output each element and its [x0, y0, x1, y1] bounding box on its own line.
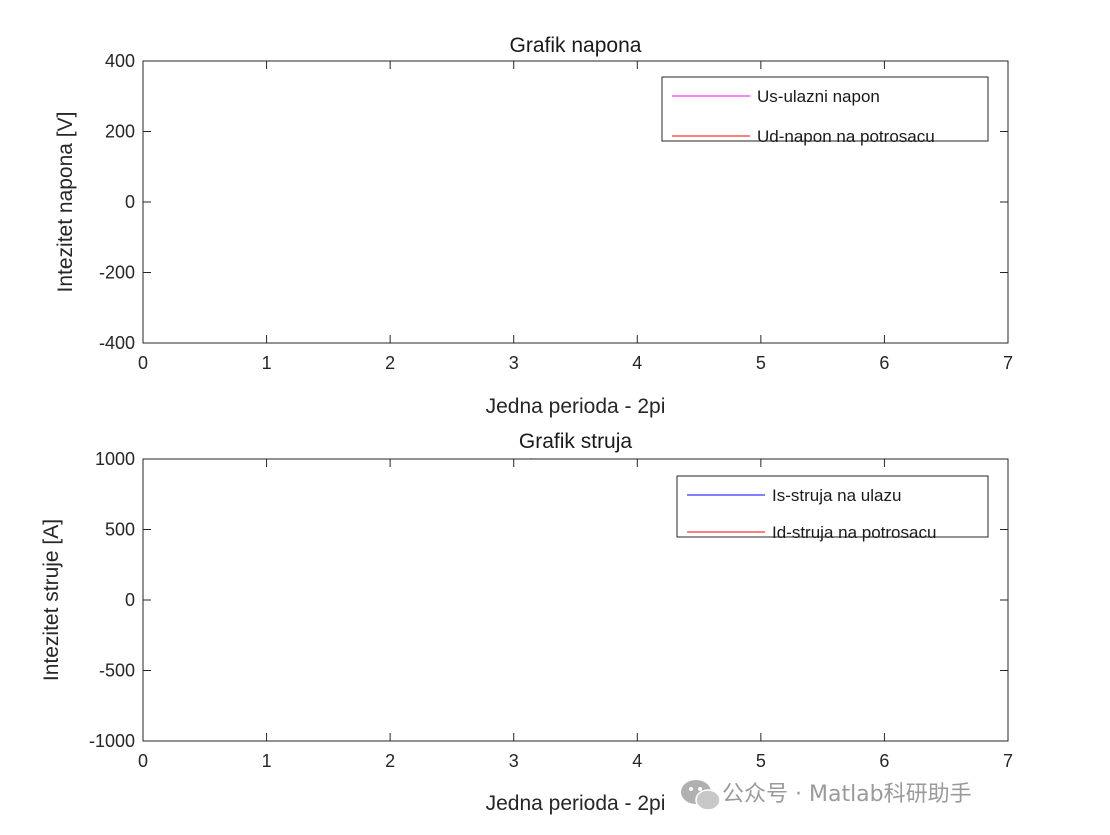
ticks: 0 1 2 3 4 5 6 7 -1000 -500 0 500 1000 — [89, 449, 1013, 771]
x-tick-label: 2 — [385, 751, 395, 771]
x-tick-label: 2 — [385, 353, 395, 373]
y-tick-label: -400 — [99, 333, 135, 353]
x-tick-label: 3 — [509, 353, 519, 373]
x-tick-label: 5 — [756, 353, 766, 373]
legend: Us-ulazni napon Ud-napon na potrosacu — [661, 76, 989, 146]
x-tick-label: 4 — [632, 751, 642, 771]
y-tick-label: 1000 — [95, 449, 135, 469]
legend-box — [661, 76, 989, 142]
x-tick-label: 3 — [509, 751, 519, 771]
y-tick-label: 200 — [105, 122, 135, 142]
y-axis-label: Intezitet struje [A] — [40, 519, 63, 681]
legend-box — [676, 475, 989, 538]
y-tick-label: -1000 — [89, 731, 135, 751]
x-tick-label: 1 — [262, 751, 272, 771]
x-tick-label: 7 — [1003, 751, 1013, 771]
chart-2: 0 1 2 3 4 5 6 7 -1000 -500 0 500 1000 Grafik struja Je… — [40, 430, 1013, 815]
y-tick-label: -500 — [99, 661, 135, 681]
legend-label-1: Us-ulazni napon — [757, 87, 880, 106]
x-tick-label: 6 — [879, 751, 889, 771]
y-tick-label: -200 — [99, 263, 135, 283]
x-tick-label: 7 — [1003, 353, 1013, 373]
x-axis-label: Jedna perioda - 2pi — [486, 395, 666, 418]
x-tick-label: 5 — [756, 751, 766, 771]
chart-1: 0 1 2 3 4 5 6 7 -400 -200 0 200 400 Grafik napona Jedn… — [54, 34, 1013, 418]
y-tick-label: 0 — [125, 590, 135, 610]
ticks: 0 1 2 3 4 5 6 7 -400 -200 0 200 400 — [99, 51, 1013, 373]
watermark: 公众号 · Matlab科研助手 — [681, 780, 972, 811]
legend: Is-struja na ulazu Id-struja na potrosacu — [676, 475, 989, 542]
legend-label-1: Is-struja na ulazu — [772, 486, 901, 505]
x-tick-label: 0 — [138, 751, 148, 771]
watermark-text: 公众号 · Matlab科研助手 — [722, 782, 972, 807]
chart-title: Grafik struja — [519, 430, 633, 453]
chart-title: Grafik napona — [510, 34, 642, 57]
y-tick-label: 500 — [105, 520, 135, 540]
wechat-icon — [681, 780, 721, 811]
y-tick-label: 400 — [105, 51, 135, 71]
y-tick-label: 0 — [125, 192, 135, 212]
x-tick-label: 0 — [138, 353, 148, 373]
legend-label-2: Id-struja na potrosacu — [772, 523, 936, 542]
x-tick-label: 1 — [262, 353, 272, 373]
legend-label-2: Ud-napon na potrosacu — [757, 127, 935, 146]
x-tick-label: 4 — [632, 353, 642, 373]
y-axis-label: Intezitet napona [V] — [54, 112, 77, 293]
x-axis-label: Jedna perioda - 2pi — [486, 792, 666, 815]
x-tick-label: 6 — [879, 353, 889, 373]
